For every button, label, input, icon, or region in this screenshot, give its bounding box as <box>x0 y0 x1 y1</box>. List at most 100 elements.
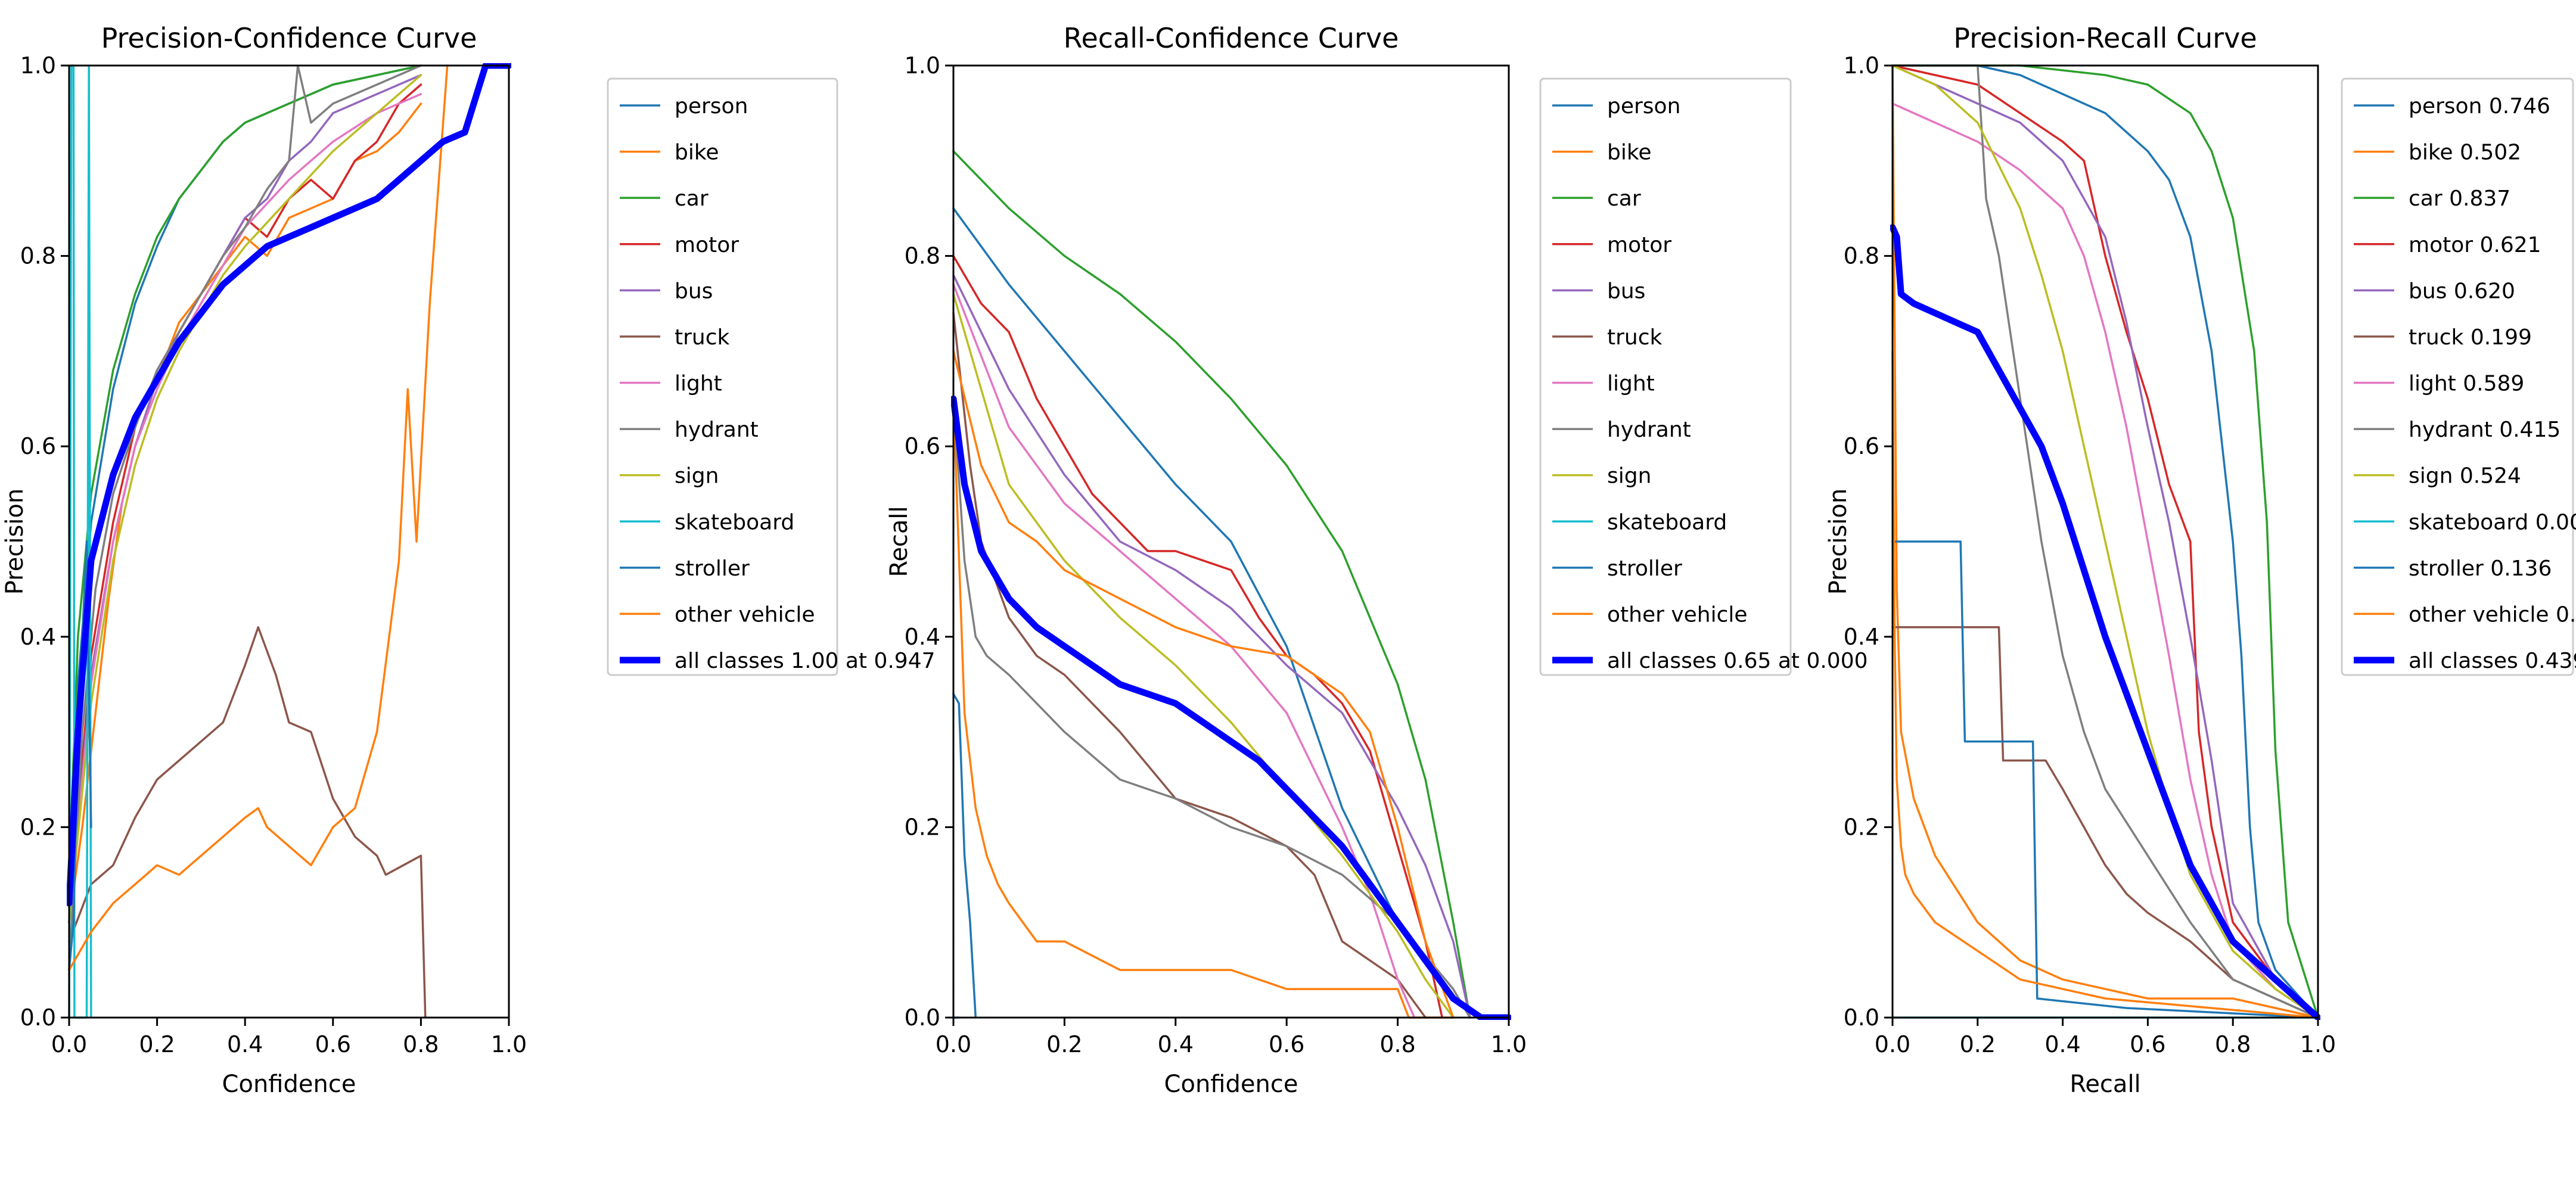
series-line-person <box>1891 64 2319 1019</box>
x-tick-label: 0.0 <box>1875 1031 1910 1057</box>
legend-label-all-classes: all classes 1.00 at 0.947 <box>675 649 936 673</box>
legend-label-bus: bus 0.620 <box>2409 279 2515 303</box>
legend-label-other-vehicle: other vehicle <box>1607 602 1748 627</box>
axes-frame <box>1891 64 2319 1019</box>
y-tick-label: 0.0 <box>1844 1004 1879 1031</box>
series-line-all-classes <box>1890 224 2320 1020</box>
legend-label-other-vehicle: other vehicle <box>675 602 815 627</box>
series-line-bike <box>1891 64 2319 1019</box>
series-line-hydrant <box>1891 64 2319 1019</box>
y-tick-label: 0.8 <box>905 243 940 269</box>
x-tick-label: 0.4 <box>227 1031 263 1057</box>
series-line-truck <box>68 626 427 1019</box>
legend-label-stroller: stroller <box>1607 556 1682 581</box>
series-line-other-vehicle <box>952 350 1455 1019</box>
legend-label-bus: bus <box>1607 279 1645 303</box>
x-tick-label: 0.8 <box>403 1031 439 1057</box>
legend-label-stroller: stroller 0.136 <box>2409 556 2552 581</box>
legend-label-hydrant: hydrant <box>1607 418 1691 442</box>
x-tick-label: 0.0 <box>51 1031 87 1057</box>
legend-label-bike: bike <box>675 141 719 165</box>
legend-label-sign: sign <box>1607 464 1651 489</box>
legend-label-bike: bike <box>1607 141 1652 165</box>
series-line-all-classes <box>67 63 511 907</box>
y-tick-label: 0.0 <box>905 1004 940 1031</box>
x-axis-label: Recall <box>2069 1071 2140 1098</box>
x-tick-label: 0.0 <box>936 1031 971 1057</box>
legend-label-sign: sign 0.524 <box>2409 464 2521 489</box>
series-line-stroller <box>952 692 977 1019</box>
x-tick-label: 0.8 <box>2215 1031 2251 1057</box>
x-tick-label: 0.6 <box>315 1031 351 1057</box>
chart-precision-recall: Precision-Recall Curve 0.0 0.2 0.4 0.6 0.8 1.0… <box>1825 22 2576 1098</box>
legend-label-truck: truck <box>675 325 730 350</box>
legend-box <box>607 77 838 676</box>
y-tick-label: 0.4 <box>20 624 56 650</box>
y-tick-label: 0.8 <box>20 243 56 269</box>
series-line-motor <box>1891 64 2319 1019</box>
x-axis-label: Confidence <box>1164 1071 1298 1098</box>
x-tick-label: 0.2 <box>1960 1031 1996 1057</box>
x-tick-label: 0.8 <box>1379 1031 1415 1057</box>
series-line-bike <box>952 397 1455 1019</box>
series-group <box>1890 64 2320 1020</box>
y-tick-label: 0.0 <box>20 1004 56 1031</box>
y-axis-label: Precision <box>1 489 29 595</box>
legend-label-light: light 0.589 <box>2409 372 2524 396</box>
legend-label-truck: truck 0.199 <box>2409 325 2532 350</box>
series-line-hydrant <box>68 64 422 971</box>
series-line-bus <box>1891 64 2319 1019</box>
series-line-car <box>952 150 1471 1019</box>
x-tick-label: 0.4 <box>2044 1031 2080 1057</box>
series-line-sign <box>952 293 1455 1019</box>
legend-label-sign: sign <box>675 464 719 489</box>
chart-recall-confidence: Recall-Confidence Curve 0.0 0.2 0.4 0.6 0.8 1.… <box>885 22 1868 1098</box>
y-tick-label: 0.8 <box>1844 243 1879 269</box>
legend-label-person: person 0.746 <box>2409 94 2550 119</box>
chart-title: Precision-Confidence Curve <box>101 22 477 54</box>
legend-label-truck: truck <box>1607 325 1663 350</box>
y-axis-label: Recall <box>885 506 913 577</box>
legend: person 0.746 bike 0.502 car 0.837 motor 0.6… <box>2341 77 2576 676</box>
legend-label-hydrant: hydrant 0.415 <box>2409 418 2561 442</box>
x-tick-label: 1.0 <box>491 1031 527 1057</box>
legend-label-motor: motor 0.621 <box>2409 233 2541 257</box>
y-tick-label: 0.6 <box>905 433 940 459</box>
axes-frame <box>68 64 510 1019</box>
series-group <box>951 150 1511 1020</box>
series-line-bus <box>952 273 1471 1019</box>
x-tick-label: 0.6 <box>2130 1031 2165 1057</box>
legend-label-all-classes: all classes 0.439 mAP@0.5 <box>2409 649 2576 673</box>
y-tick-label: 0.2 <box>905 814 940 840</box>
series-line-sign <box>1891 64 2319 1019</box>
series-line-car <box>68 64 422 876</box>
x-axis-label: Confidence <box>222 1071 356 1098</box>
series-line-stroller <box>1891 540 2319 1019</box>
x-tick-label: 1.0 <box>2300 1031 2336 1057</box>
y-tick-label: 0.4 <box>905 624 940 650</box>
legend-label-skateboard: skateboard <box>675 510 794 534</box>
legend-label-stroller: stroller <box>675 556 750 581</box>
legend-box <box>1539 77 1792 676</box>
legend: person bike car motor bus truck light hydrant si… <box>607 77 936 676</box>
legend-label-light: light <box>675 372 722 396</box>
legend-box <box>2341 77 2574 676</box>
y-tick-label: 0.2 <box>20 814 56 840</box>
y-axis-label: Precision <box>1825 489 1852 595</box>
legend-label-motor: motor <box>675 233 739 257</box>
series-line-truck <box>1891 626 2319 1019</box>
chart-title: Recall-Confidence Curve <box>1064 22 1399 54</box>
y-tick-label: 1.0 <box>1844 52 1879 79</box>
legend-label-skateboard: skateboard 0.000 <box>2409 510 2576 534</box>
legend-label-bike: bike 0.502 <box>2409 141 2521 165</box>
axes-frame <box>952 64 1510 1019</box>
series-line-light <box>68 93 422 923</box>
series-line-other-vehicle <box>68 64 449 971</box>
series-line-other-vehicle <box>1891 350 2319 1019</box>
series-line-all-classes <box>951 395 1511 1020</box>
legend-label-person: person <box>675 94 748 119</box>
legend-label-car: car <box>1607 186 1641 211</box>
legend-label-car: car 0.837 <box>2409 186 2510 211</box>
x-tick-label: 1.0 <box>1491 1031 1527 1057</box>
